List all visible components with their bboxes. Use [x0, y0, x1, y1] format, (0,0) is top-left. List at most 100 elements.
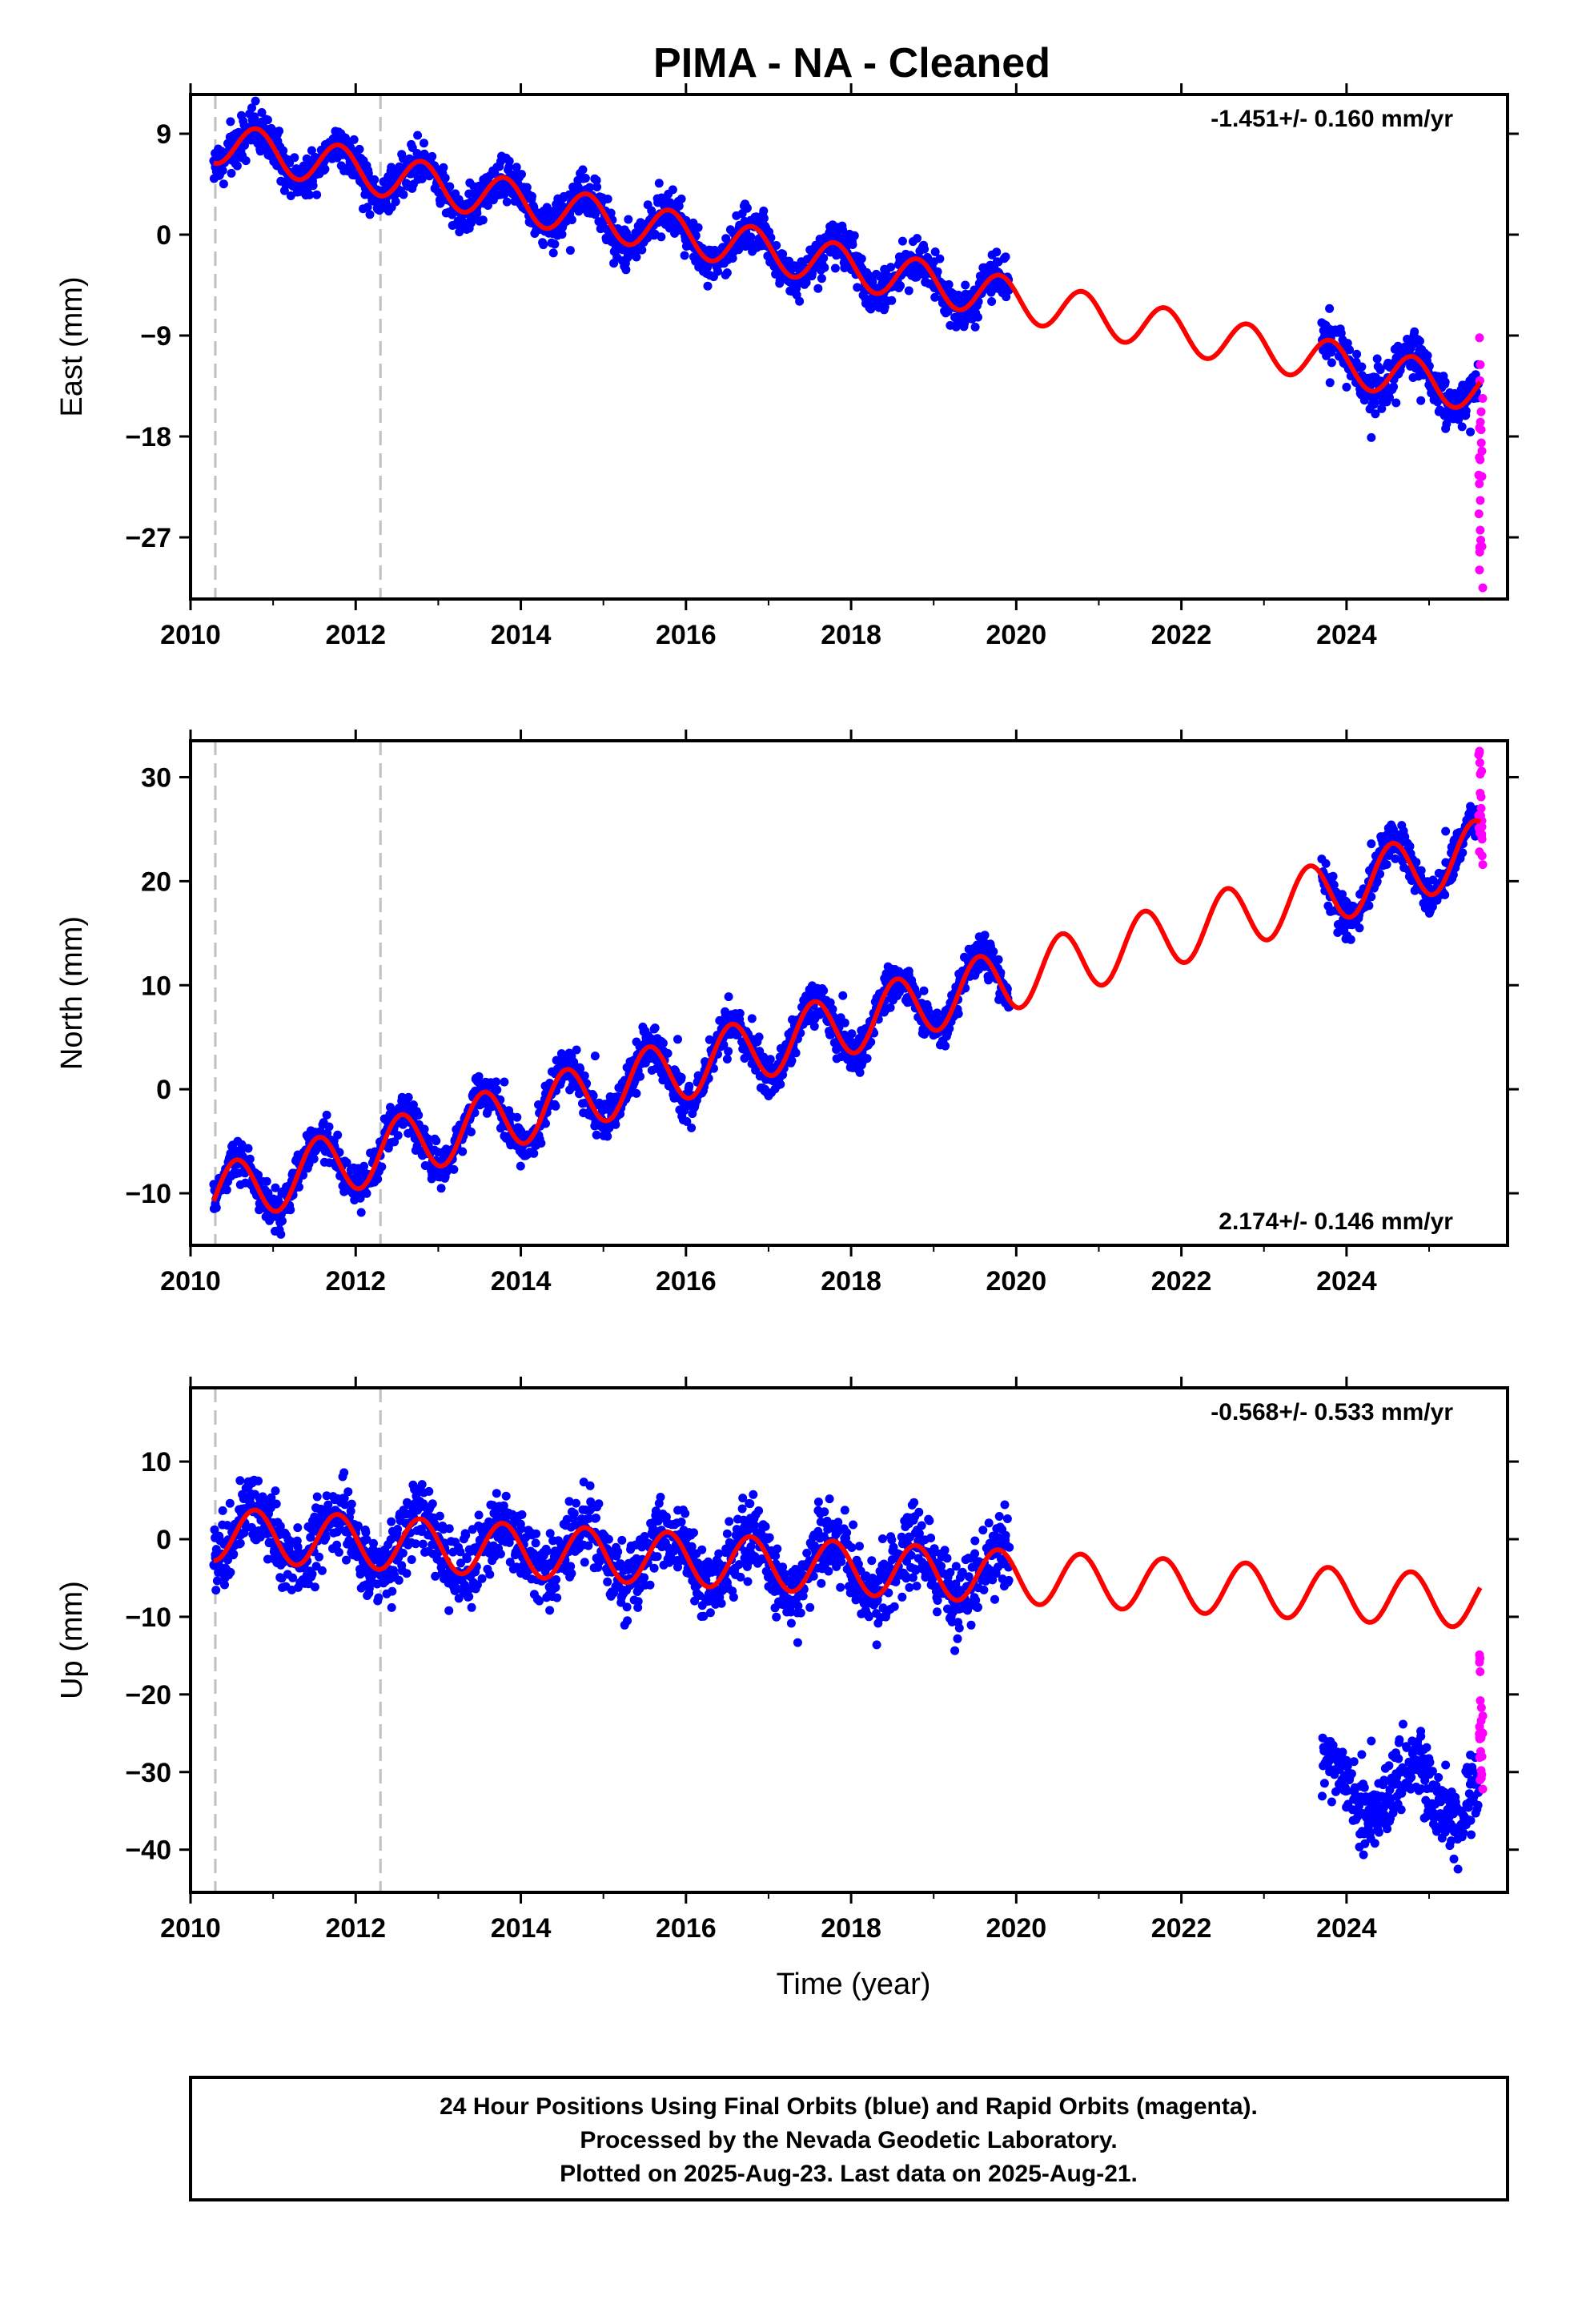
final-orbit-point [621, 265, 631, 275]
final-orbit-point [420, 139, 428, 148]
final-orbit-point [569, 1509, 579, 1518]
y-tick-label: 0 [156, 220, 171, 251]
final-orbit-point [321, 1533, 331, 1542]
final-orbit-point [1457, 422, 1467, 432]
x-tick-label: 2016 [656, 1266, 717, 1297]
final-orbit-point [652, 1552, 662, 1562]
final-orbit-point [603, 1132, 612, 1141]
final-orbit-point [776, 1080, 785, 1089]
final-orbit-point [536, 1139, 546, 1148]
y-axis-label: North (mm) [55, 916, 89, 1070]
final-orbit-point [428, 151, 437, 161]
final-orbit-point [286, 1205, 295, 1215]
final-orbit-point [271, 1499, 281, 1509]
final-orbit-sample-point [318, 1120, 327, 1129]
plot-area [209, 741, 1488, 1245]
final-orbit-point [896, 281, 905, 291]
final-orbit-point [545, 1606, 555, 1615]
final-orbit-point [432, 1136, 441, 1146]
rapid-orbit-point [1476, 525, 1485, 535]
rapid-orbit-point [1475, 565, 1484, 575]
final-orbit-point [315, 1552, 323, 1562]
final-orbit-point [550, 239, 560, 249]
final-orbit-point [603, 1577, 612, 1586]
final-orbit-point [585, 183, 595, 192]
final-orbit-point [677, 194, 686, 203]
final-orbit-sample-point [656, 232, 666, 242]
rapid-orbit-point [1474, 470, 1484, 480]
final-orbit-point [369, 1538, 378, 1548]
final-orbit-sample-point [1441, 826, 1451, 836]
final-orbit-point [552, 1575, 561, 1584]
x-tick-label: 2016 [656, 620, 717, 650]
final-orbit-point [974, 312, 982, 322]
final-orbit-point [309, 1154, 319, 1164]
final-orbit-point [370, 175, 379, 184]
final-orbit-point [484, 201, 492, 210]
rapid-orbit-point [1474, 823, 1484, 833]
rapid-orbit-point [1475, 847, 1484, 857]
final-orbit-point [310, 1582, 319, 1592]
final-orbit-point [808, 269, 817, 279]
final-orbit-sample-point [946, 320, 955, 330]
final-orbit-point [1375, 365, 1385, 375]
final-orbit-sample-point [1391, 398, 1401, 408]
final-orbit-point [257, 108, 267, 117]
final-orbit-sample-point [408, 179, 418, 189]
final-orbit-point [578, 165, 588, 175]
final-orbit-point [677, 1072, 686, 1082]
final-orbit-point [502, 197, 512, 207]
final-orbit-point [1352, 349, 1362, 359]
final-orbit-sample-point [921, 277, 930, 287]
final-orbit-point [1325, 304, 1335, 313]
final-orbit-point [226, 117, 235, 127]
final-orbit-point [290, 153, 299, 163]
final-orbit-point [387, 1517, 396, 1526]
final-orbit-point [278, 1216, 287, 1226]
x-tick-label: 2018 [821, 1266, 881, 1297]
final-orbit-point [532, 1529, 541, 1538]
final-orbit-point [970, 322, 980, 332]
final-orbit-point [251, 96, 260, 106]
rapid-orbit-point [1474, 750, 1484, 759]
velocity-rate-label: 2.174+/- 0.146 mm/yr [1219, 1208, 1453, 1235]
final-orbit-point [312, 190, 322, 199]
final-orbit-point [881, 268, 890, 278]
final-orbit-sample-point [1391, 832, 1401, 842]
final-orbit-point [1423, 351, 1432, 360]
x-tick-label: 2014 [491, 1266, 552, 1297]
final-orbit-point [1327, 358, 1336, 368]
final-orbit-sample-point [1441, 424, 1451, 433]
final-orbit-point [580, 1558, 589, 1567]
final-orbit-point [1372, 354, 1382, 364]
final-orbit-point [295, 1182, 303, 1192]
final-orbit-point [935, 254, 945, 263]
final-orbit-point [374, 1593, 383, 1602]
final-orbit-point [467, 1602, 476, 1612]
x-tick-label: 2012 [325, 620, 386, 650]
final-orbit-point [1328, 871, 1338, 881]
rapid-orbit-point [1476, 438, 1486, 448]
final-orbit-point [347, 1499, 356, 1509]
final-orbit-point [754, 1032, 764, 1042]
final-orbit-sample-point [590, 210, 600, 219]
final-orbit-point [930, 292, 940, 302]
x-tick-label: 2024 [1316, 620, 1377, 650]
final-orbit-point [312, 1492, 322, 1502]
final-orbit-point [572, 1045, 581, 1055]
x-tick-label: 2014 [491, 620, 552, 650]
final-orbit-point [633, 1597, 643, 1606]
rapid-orbit-point [1478, 860, 1488, 870]
final-orbit-point [232, 161, 242, 171]
final-orbit-point [222, 1185, 231, 1195]
final-orbit-point [417, 1480, 427, 1490]
final-orbit-point [1001, 252, 1010, 262]
final-orbit-point [512, 163, 521, 172]
final-orbit-point [271, 1183, 280, 1192]
final-orbit-point [1364, 901, 1374, 911]
rapid-orbit-point [1478, 393, 1488, 403]
final-orbit-point [1377, 404, 1387, 413]
final-orbit-point [262, 1176, 271, 1186]
final-orbit-point [551, 1101, 560, 1111]
final-orbit-sample-point [673, 222, 682, 231]
